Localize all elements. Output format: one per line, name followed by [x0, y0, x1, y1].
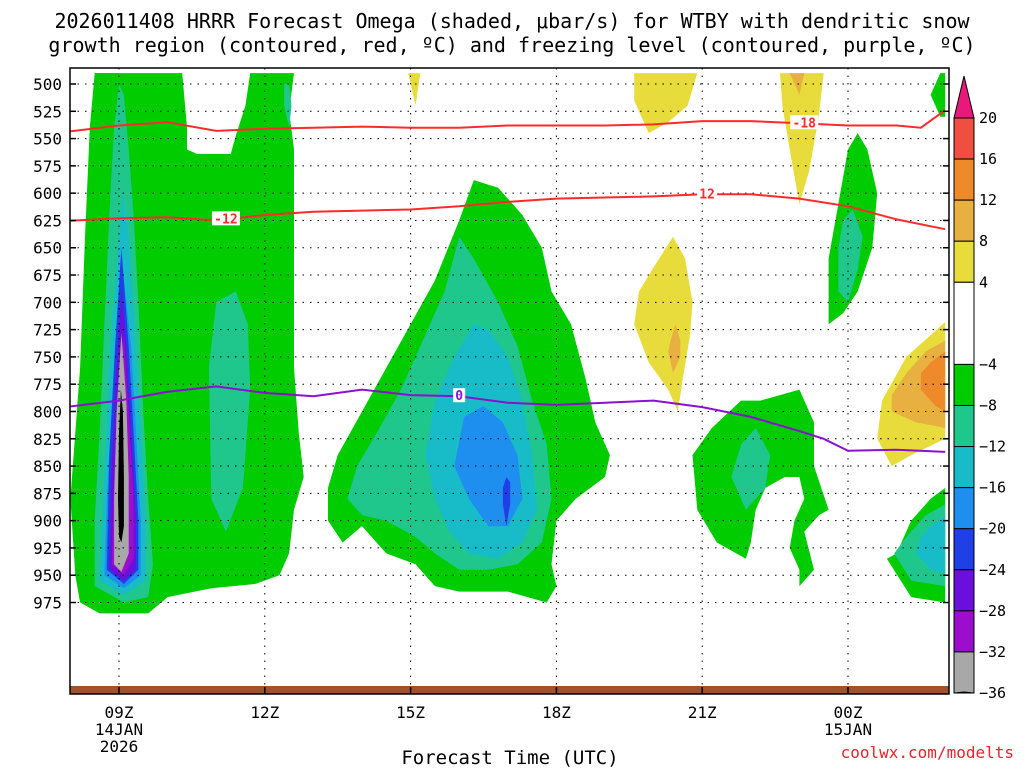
colorbar-bin--12-to--8	[953, 404, 975, 448]
colorbar-bin-16-to-20	[953, 117, 975, 160]
colorbar-label--8: −8	[979, 396, 997, 414]
contour-label-dgz-minus-12-2: 12	[699, 187, 715, 202]
y-tick-label-700: 700	[33, 293, 62, 312]
omega-region-yellow-top-20z	[634, 73, 698, 134]
colorbar-bin--4-to-4	[953, 281, 975, 365]
chart-title-line-1: 2026011408 HRRR Forecast Omega (shaded, …	[54, 9, 970, 33]
omega-region-west-column-left-arm	[92, 73, 119, 237]
omega-region-yellow-20z	[634, 236, 693, 412]
contour-label-dgz-minus-18: -18	[793, 116, 817, 131]
x-tick-label-09Z-2: 2026	[100, 737, 139, 756]
y-tick-label-550: 550	[33, 130, 62, 149]
y-tick-label-500: 500	[33, 75, 62, 94]
site-credit: coolwx.com/modelts	[841, 743, 1014, 762]
colorbar-label--32: −32	[979, 643, 1006, 661]
omega-region-yellow-top-15z	[408, 73, 421, 106]
x-tick-label-09Z-1: 14JAN	[95, 720, 143, 739]
y-tick-label-725: 725	[33, 321, 62, 340]
y-tick-label-850: 850	[33, 457, 62, 476]
omega-region-orange-20z	[668, 324, 681, 374]
colorbar-label--16: −16	[979, 479, 1006, 497]
terrain-ground-strip	[70, 686, 949, 694]
temperature-contours: -18 -12 12 0	[70, 109, 946, 453]
y-tick-label-825: 825	[33, 430, 62, 449]
y-tick-label-950: 950	[33, 566, 62, 585]
colorbar-label--28: −28	[979, 602, 1006, 620]
contour-label-bg-dgz-minus-12-2	[697, 186, 718, 201]
x-tick-label-00Z-1: 15JAN	[824, 720, 872, 739]
x-tick-label-15Z-0: 15Z	[396, 703, 425, 722]
plot-frame	[69, 67, 950, 695]
omega-region-green-right-top	[930, 73, 946, 117]
colorbar-bin--32-to--28	[953, 610, 975, 653]
colorbar-label-8: 8	[979, 232, 988, 250]
colorbar-bin-8-to-12	[953, 199, 975, 242]
omega-region-dkorange-right	[920, 351, 946, 412]
plot-area: -18 -12 12 0	[70, 68, 949, 694]
y-tick-label-525: 525	[33, 102, 62, 121]
y-tick-label-675: 675	[33, 266, 62, 285]
y-tick-label-975: 975	[33, 594, 62, 613]
omega-region-dkblue-17z	[502, 477, 511, 527]
omega-region-aqua-00z	[838, 209, 863, 303]
y-tick-label-925: 925	[33, 539, 62, 558]
y-tick-label-900: 900	[33, 512, 62, 531]
omega-region-yellow-top-23z	[780, 73, 824, 205]
contour-dgz-minus-18	[70, 109, 946, 133]
colorbar-label-20: 20	[979, 109, 997, 127]
x-axis-label: Forecast Time (UTC)	[401, 747, 618, 768]
colorbar-bin--16-to--12	[953, 446, 975, 489]
x-tick-label-12Z-0: 12Z	[250, 703, 279, 722]
colorbar-bin-12-to-16	[953, 158, 975, 201]
x-tick-label-00Z-0: 00Z	[834, 703, 863, 722]
omega-region-aqua-11z	[208, 291, 251, 532]
omega-shading	[70, 73, 946, 614]
y-tick-label-625: 625	[33, 211, 62, 230]
colorbar-cap-top	[953, 75, 975, 119]
y-tick-label-750: 750	[33, 348, 62, 367]
colorbar: 20 16 12 8 4 −4 −8 −12 −16 −20 −24 −28 −32 −36	[953, 75, 1006, 702]
colorbar-bin--36-to--32	[953, 651, 975, 694]
contour-label-dgz-minus-12: -12	[214, 212, 237, 227]
x-tick-label-09Z-0: 09Z	[105, 703, 134, 722]
x-tick-label-18Z-0: 18Z	[542, 703, 571, 722]
colorbar-label--12: −12	[979, 438, 1006, 456]
omega-region-cyan-right-bottom	[916, 515, 946, 573]
x-tick-label-21Z-0: 21Z	[688, 703, 717, 722]
y-tick-label-800: 800	[33, 402, 62, 421]
colorbar-label-16: 16	[979, 150, 997, 168]
y-tick-label-600: 600	[33, 184, 62, 203]
colorbar-bin--20-to--16	[953, 487, 975, 530]
colorbar-label--20: −20	[979, 520, 1006, 538]
omega-region-aqua-22z	[731, 427, 771, 510]
contour-label-bg-freezing-level-0	[453, 388, 466, 403]
colorbar-label-4: 4	[979, 273, 988, 291]
contour-freezing-level-0	[70, 385, 946, 453]
colorbar-bin--28-to--24	[953, 569, 975, 612]
colorbar-bin--8-to--4	[953, 363, 975, 406]
colorbar-bin-4-to-8	[953, 240, 975, 283]
colorbar-bin--24-to--20	[953, 528, 975, 571]
colorbar-cap-bottom	[953, 691, 975, 694]
y-tick-label-775: 775	[33, 375, 62, 394]
pressure-axis: 500 525 550 575 600 625 650 675 700 725 750 775 800 8…	[33, 75, 949, 613]
y-tick-label-575: 575	[33, 157, 62, 176]
y-tick-label-650: 650	[33, 239, 62, 258]
omega-region-orange-top-23z	[789, 73, 805, 95]
contour-label-bg-dgz-minus-18	[790, 115, 819, 130]
colorbar-label-12: 12	[979, 191, 997, 209]
omega-region-right-column-aqua	[284, 84, 292, 128]
contour-label-freezing-level-0: 0	[455, 389, 463, 404]
y-tick-label-875: 875	[33, 484, 62, 503]
colorbar-label--36: −36	[979, 684, 1006, 702]
contour-label-bg-dgz-minus-12	[211, 211, 240, 226]
chart-title-line-2: growth region (contoured, red, ºC) and f…	[48, 33, 975, 57]
colorbar-label--4: −4	[979, 355, 997, 373]
colorbar-label--24: −24	[979, 561, 1006, 579]
